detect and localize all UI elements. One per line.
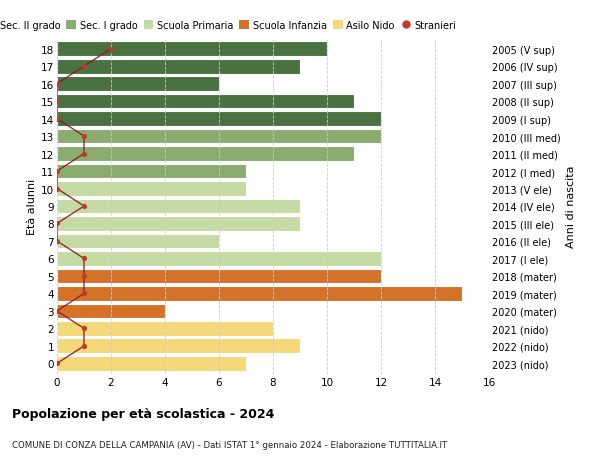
Point <box>79 151 89 158</box>
Bar <box>57 77 219 92</box>
Point <box>52 81 62 88</box>
Bar <box>57 356 246 371</box>
Bar <box>57 269 381 284</box>
Y-axis label: Età alunni: Età alunni <box>27 179 37 235</box>
Bar <box>57 304 165 319</box>
Bar <box>57 199 300 214</box>
Legend: Sec. II grado, Sec. I grado, Scuola Primaria, Scuola Infanzia, Asilo Nido, Stran: Sec. II grado, Sec. I grado, Scuola Prim… <box>0 21 456 31</box>
Point <box>79 290 89 297</box>
Point <box>52 238 62 245</box>
Bar <box>57 286 462 301</box>
Bar <box>57 321 273 336</box>
Bar <box>57 217 300 231</box>
Point <box>52 98 62 106</box>
Point <box>79 325 89 332</box>
Point <box>79 133 89 140</box>
Bar <box>57 339 300 353</box>
Point <box>79 63 89 71</box>
Point <box>52 360 62 367</box>
Bar <box>57 42 327 57</box>
Point <box>79 203 89 210</box>
Bar <box>57 164 246 179</box>
Bar <box>57 60 300 74</box>
Bar <box>57 129 381 144</box>
Y-axis label: Anni di nascita: Anni di nascita <box>566 165 576 248</box>
Bar <box>57 234 219 249</box>
Point <box>52 220 62 228</box>
Point <box>52 168 62 175</box>
Point <box>52 116 62 123</box>
Point <box>79 342 89 350</box>
Text: Popolazione per età scolastica - 2024: Popolazione per età scolastica - 2024 <box>12 407 274 420</box>
Point <box>106 46 116 53</box>
Point <box>79 255 89 263</box>
Bar <box>57 147 354 162</box>
Bar <box>57 182 246 196</box>
Point <box>79 273 89 280</box>
Bar <box>57 112 381 127</box>
Bar <box>57 252 381 266</box>
Text: COMUNE DI CONZA DELLA CAMPANIA (AV) - Dati ISTAT 1° gennaio 2024 - Elaborazione : COMUNE DI CONZA DELLA CAMPANIA (AV) - Da… <box>12 440 447 449</box>
Point <box>52 185 62 193</box>
Bar <box>57 95 354 109</box>
Point <box>52 308 62 315</box>
